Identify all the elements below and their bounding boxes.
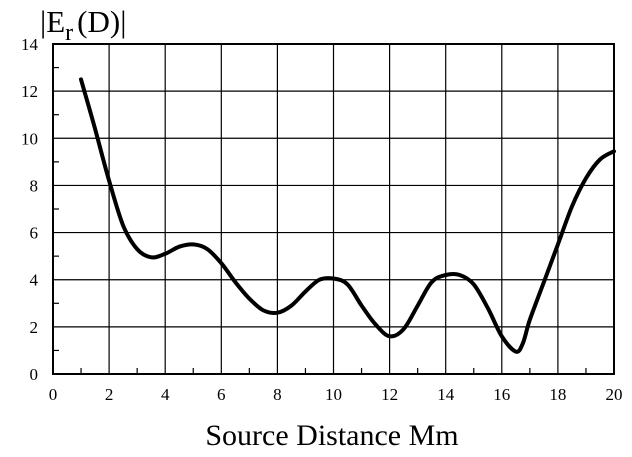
x-tick-label: 12: [381, 385, 398, 404]
x-tick-label: 2: [105, 385, 114, 404]
x-tick-label: 10: [325, 385, 342, 404]
x-tick-label: 20: [606, 385, 623, 404]
y-tick-label: 2: [30, 318, 39, 337]
x-tick-label: 0: [49, 385, 58, 404]
series-line: [79, 77, 616, 354]
grid-lines: [53, 44, 614, 374]
y-axis-label: |Er (D)|: [40, 4, 126, 46]
x-tick-labels: 0 2 4 6 8 10 12 14 16 18 20: [49, 385, 623, 404]
x-tick-label: 8: [273, 385, 282, 404]
y-tick-labels: 0 2 4 6 8 10 12 14: [21, 35, 39, 384]
axis-ticks: [53, 66, 587, 374]
y-tick-label: 12: [21, 82, 38, 101]
y-tick-label: 8: [30, 176, 39, 195]
x-tick-label: 6: [217, 385, 226, 404]
x-tick-label: 14: [437, 385, 455, 404]
y-tick-label: 0: [30, 365, 39, 384]
y-tick-label: 4: [30, 271, 39, 290]
y-tick-label: 10: [21, 129, 38, 148]
x-axis-label: Source Distance Mm: [205, 419, 458, 452]
y-tick-label: 14: [21, 35, 39, 54]
x-tick-label: 16: [493, 385, 510, 404]
x-tick-label: 18: [549, 385, 566, 404]
y-tick-label: 6: [30, 224, 39, 243]
x-tick-label: 4: [161, 385, 170, 404]
plot-frame: [52, 43, 615, 375]
